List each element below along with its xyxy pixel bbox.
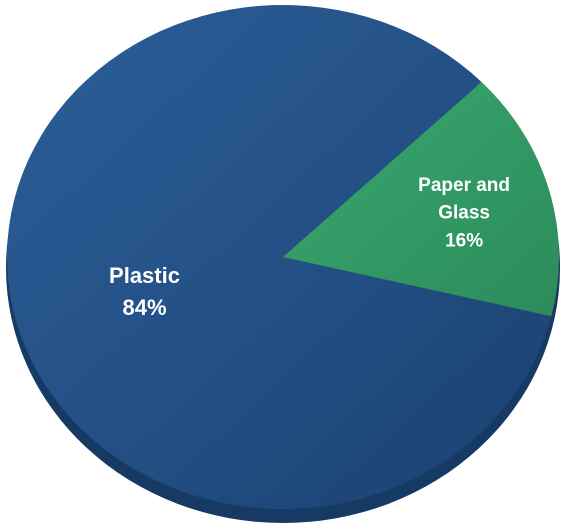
- slice-label-paper-and-glass: Paper and Glass 16%: [418, 175, 510, 251]
- slice-value-label: 16%: [445, 230, 483, 251]
- slice-value-label: 84%: [122, 295, 166, 320]
- pie-labels: Plastic 84% Paper and Glass 16%: [109, 175, 510, 320]
- pie-slice-plastic: [6, 5, 552, 510]
- slice-category-label: Glass: [438, 203, 490, 224]
- slice-category-label: Paper and: [418, 175, 510, 196]
- pie-slice-paper-and-glass: [283, 81, 559, 317]
- slice-label-plastic: Plastic 84%: [109, 263, 180, 320]
- slice-category-label: Plastic: [109, 263, 180, 288]
- pie-slices: [6, 5, 559, 510]
